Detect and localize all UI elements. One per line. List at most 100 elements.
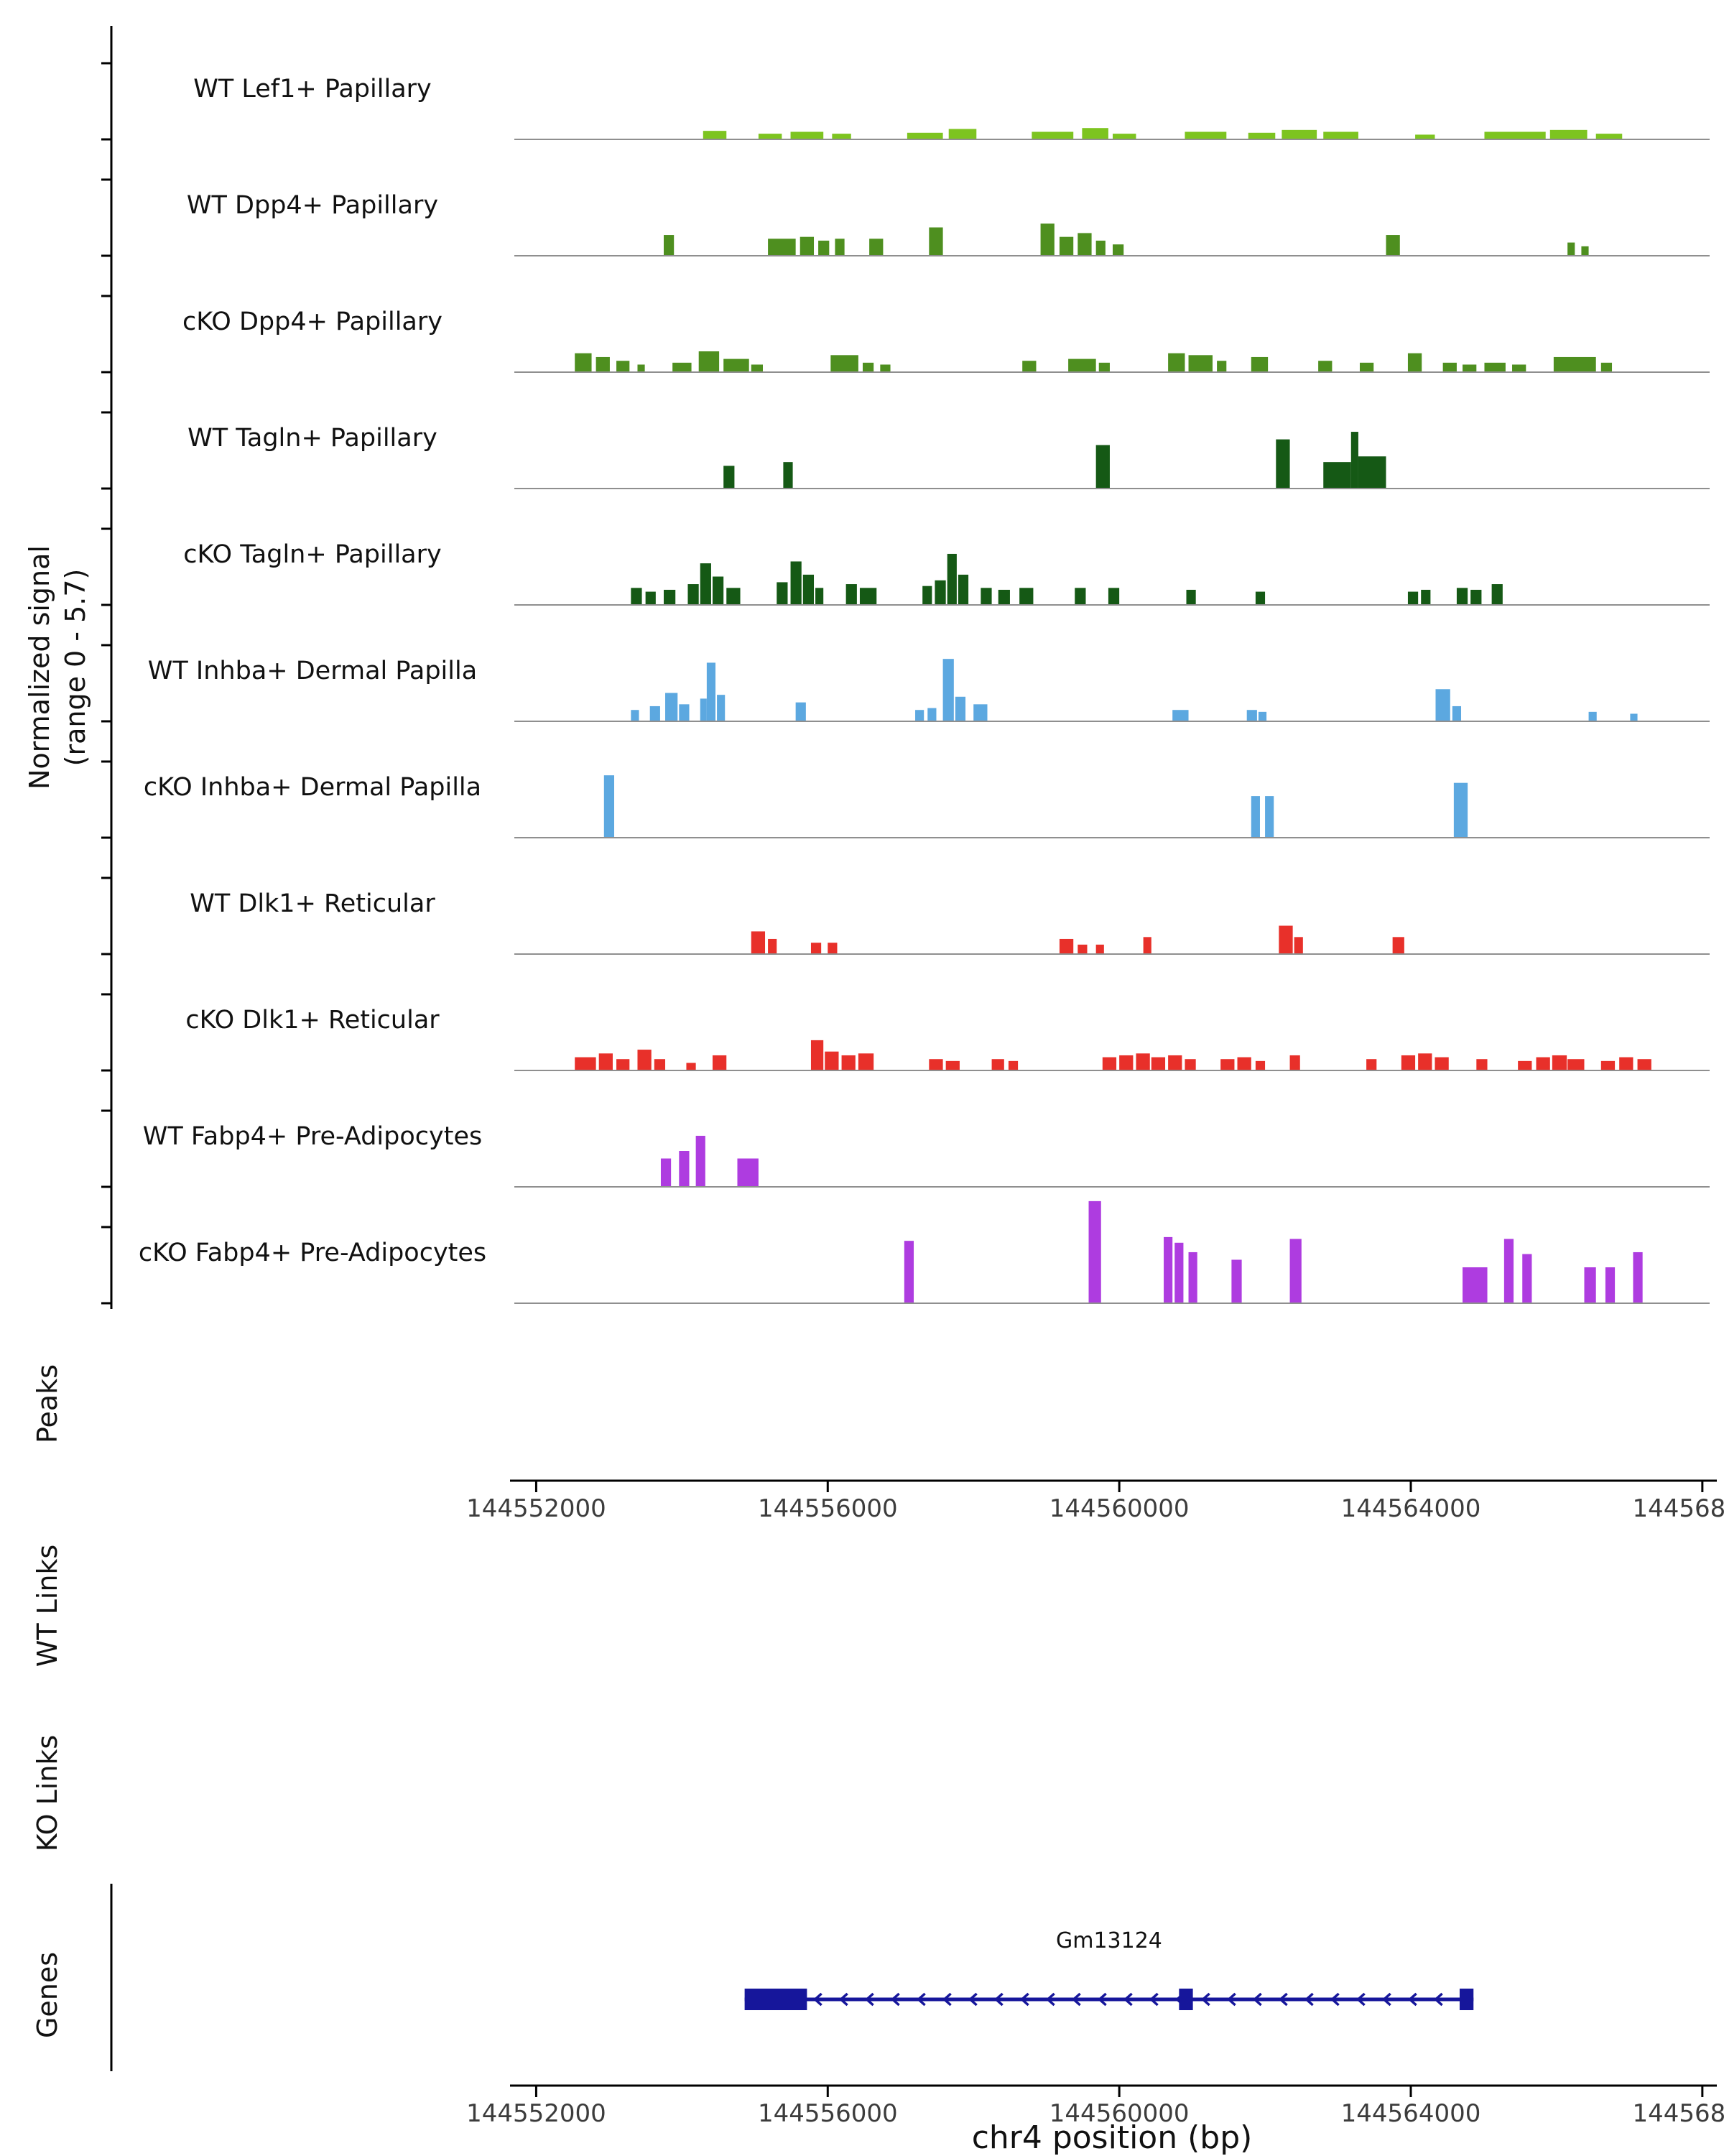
signal-bar — [700, 698, 707, 721]
signal-bar — [1168, 1055, 1182, 1070]
signal-bar — [696, 1136, 705, 1187]
signal-bar — [998, 590, 1010, 605]
signal-bar — [828, 943, 837, 954]
section-label-genes: Genes — [30, 1851, 65, 2139]
signal-bar — [637, 364, 644, 372]
signal-bar — [1484, 131, 1545, 139]
signal-bar — [946, 1061, 960, 1070]
signal-bar — [955, 697, 965, 721]
signal-bar — [927, 708, 936, 721]
signal-bar — [1172, 710, 1188, 721]
signal-bar — [1512, 364, 1526, 372]
signal-bar — [1019, 588, 1033, 605]
signal-bar — [700, 563, 711, 605]
signal-bar — [1041, 223, 1055, 256]
signal-bar — [783, 462, 792, 489]
signal-bar — [661, 1159, 671, 1187]
signal-bar — [1452, 706, 1461, 721]
signal-bar — [1060, 237, 1073, 256]
signal-bar — [1323, 462, 1351, 489]
track-label: cKO Fabp4+ Pre-Adipocytes — [111, 1236, 514, 1270]
signal-bar — [830, 355, 858, 372]
signal-bar — [1633, 1252, 1642, 1303]
signal-bar — [1596, 134, 1623, 139]
signal-bar — [832, 134, 851, 139]
signal-bar — [1584, 1267, 1595, 1303]
signal-bar — [791, 131, 824, 139]
signal-bar — [981, 588, 991, 605]
signal-bar — [973, 704, 987, 721]
signal-bar — [947, 554, 957, 605]
signal-bar — [1189, 355, 1213, 372]
signal-bar — [791, 561, 802, 605]
signal-bar — [1096, 445, 1110, 489]
signal-bar — [1418, 1053, 1432, 1070]
track-label: cKO Dpp4+ Papillary — [111, 305, 514, 339]
track-label: WT Fabp4+ Pre-Adipocytes — [111, 1119, 514, 1154]
signal-bar — [686, 1063, 695, 1070]
signal-bar — [1022, 361, 1036, 372]
signal-bar — [1185, 1059, 1195, 1070]
signal-bar — [1408, 353, 1422, 372]
signal-bar — [1103, 1058, 1116, 1070]
signal-bar — [825, 1052, 838, 1070]
signal-bar — [1238, 1058, 1251, 1070]
gene-exon — [1179, 1989, 1192, 2010]
signal-bar — [777, 582, 787, 605]
signal-bar — [1443, 363, 1457, 372]
signal-bar — [1457, 588, 1468, 605]
signal-bar — [1567, 243, 1575, 256]
signal-bar — [751, 931, 765, 954]
signal-bar — [631, 710, 639, 721]
signal-bar — [646, 592, 656, 605]
signal-bar — [1323, 131, 1358, 139]
x-tick-label: 144560000 — [1049, 1494, 1190, 1523]
signal-bar — [1386, 235, 1400, 256]
x-tick-label: 144552000 — [466, 1494, 606, 1523]
signal-bar — [1189, 1252, 1197, 1303]
signal-bar — [1174, 1243, 1183, 1303]
signal-bar — [1393, 937, 1404, 954]
signal-bar — [717, 695, 725, 721]
signal-bar — [737, 1159, 758, 1187]
signal-bar — [803, 575, 814, 605]
signal-bar — [904, 1241, 914, 1303]
signal-bar — [1119, 1055, 1133, 1070]
signal-bar — [1032, 131, 1073, 139]
signal-bar — [992, 1059, 1004, 1070]
signal-bar — [1401, 1055, 1415, 1070]
signal-bar — [679, 1151, 689, 1187]
signal-bar — [759, 134, 782, 139]
signal-bar — [929, 1059, 942, 1070]
signal-bar — [1463, 1267, 1487, 1303]
signal-bar — [922, 586, 932, 605]
signal-bar — [1099, 363, 1110, 372]
track-label: WT Lef1+ Papillary — [111, 72, 514, 106]
signal-bar — [616, 1059, 629, 1070]
signal-bar — [858, 1053, 873, 1070]
track-label: cKO Dlk1+ Reticular — [111, 1003, 514, 1037]
signal-bar — [726, 588, 740, 605]
signal-bar — [1550, 130, 1588, 139]
signal-bar — [1186, 590, 1195, 605]
signal-bar — [672, 363, 691, 372]
signal-bar — [1351, 432, 1358, 489]
signal-bar — [1248, 133, 1276, 139]
signal-bar — [1366, 1059, 1376, 1070]
signal-bar — [815, 588, 823, 605]
gene-name-label: Gm13124 — [1056, 1928, 1162, 1953]
track-label: cKO Tagln+ Papillary — [111, 537, 514, 572]
y-axis-label-line2: (range 0 - 5.7) — [57, 416, 93, 919]
signal-bar — [1492, 584, 1503, 605]
signal-bar — [1476, 1059, 1487, 1070]
signal-bar — [1164, 1237, 1172, 1303]
signal-bar — [703, 131, 726, 139]
signal-bar — [1256, 592, 1265, 605]
signal-bar — [863, 363, 873, 372]
x-tick-label: 144564000 — [1341, 1494, 1481, 1523]
signal-bar — [1082, 128, 1108, 139]
signal-bar — [1096, 241, 1106, 256]
signal-bar — [631, 588, 641, 605]
signal-bar — [1251, 796, 1260, 838]
signal-bar — [1151, 1058, 1165, 1070]
